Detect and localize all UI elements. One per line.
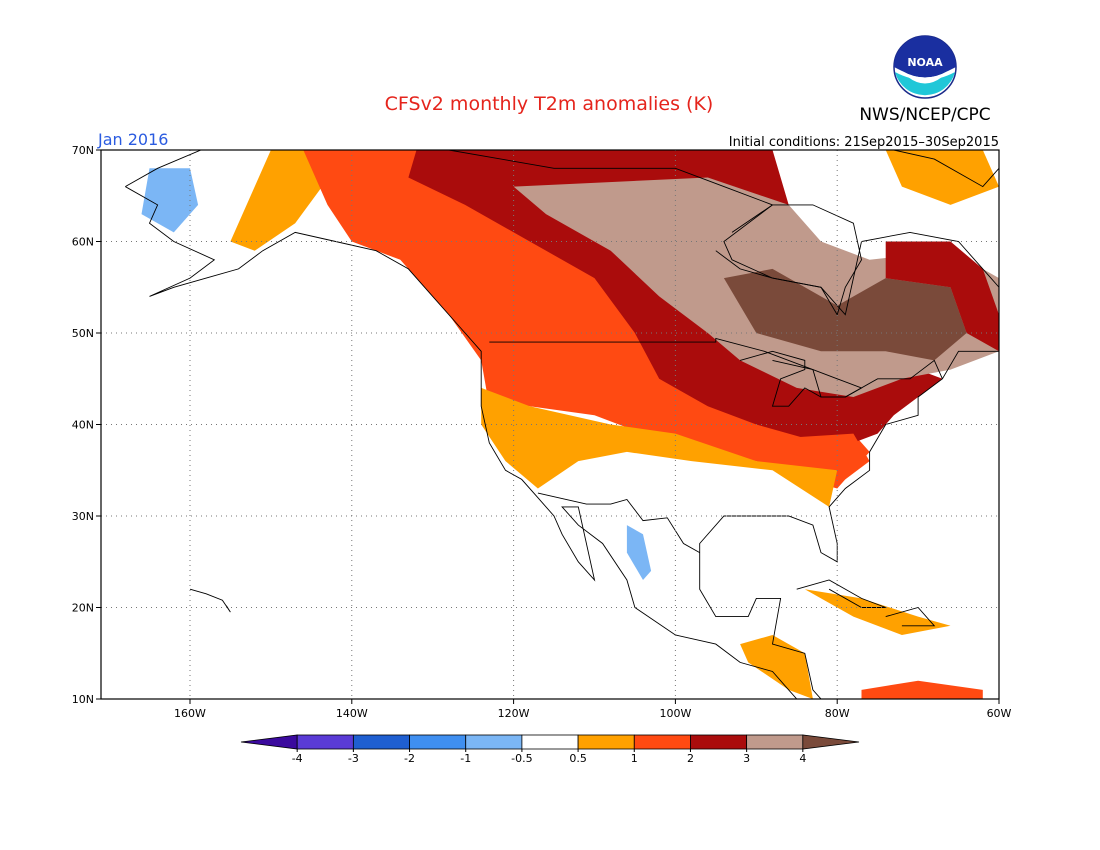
anomaly-region-alaska-interior-orange [230,150,336,251]
coastline-hispaniola [885,606,936,627]
lat-label: 20N [72,602,94,615]
colorbar-swatch [633,734,691,750]
lat-label: 40N [72,419,94,432]
colorbar-label: 4 [799,752,806,765]
colorbar-swatch [802,734,860,750]
lon-label: 60W [987,707,1012,720]
coastline-north-america-coast [125,150,999,699]
coastline-hawaii [189,588,231,613]
anomaly-region-south-america-red [861,680,983,699]
colorbar-swatch [521,734,579,750]
colorbar-swatch [577,734,635,750]
anomaly-region-alaska-blue [141,168,199,233]
colorbar-label: -3 [348,752,359,765]
colorbar-swatch [296,734,354,750]
lon-label: 120W [498,707,530,720]
colorbar-swatch [746,734,804,750]
colorbar-label: -2 [404,752,415,765]
colorbar-label: 2 [687,752,694,765]
colorbar-swatch [690,734,748,750]
map-panel: 70N 60N 50N 40N 30N 20N 10N 160W 140W 120W 100W 80W… [72,144,1012,720]
forecast-month: Jan 2016 [97,130,168,149]
colorbar-label: 1 [631,752,638,765]
anomaly-region-southeast-red [707,433,870,480]
anomaly-region-greenland-orange [885,150,999,205]
lat-label: 10N [72,693,94,706]
lat-label: 50N [72,327,94,340]
colorbar-label: -1 [460,752,471,765]
anomaly-region-caribbean-orange [804,589,951,635]
agency-label: NWS/NCEP/CPC [859,105,990,125]
lat-label: 70N [72,144,94,157]
coastline-hudson-bay-coast [715,204,862,316]
coastline-mexico-border [537,492,700,553]
colorbar-label: 0.5 [569,752,587,765]
lon-label: 100W [659,707,691,720]
coastline-great-lakes [739,350,863,407]
anomaly-region-labrador-darkred [885,241,999,352]
lon-label: 160W [174,707,206,720]
colorbar: -4 -3 -2 -1 -0.5 0.5 1 2 3 4 [240,734,860,765]
noaa-logo: NOAA [893,35,957,99]
anomaly-region-southwest-orange [481,387,838,507]
initial-conditions: Initial conditions: 21Sep2015–30Sep2015 [729,135,999,150]
colorbar-swatch [352,734,410,750]
lon-label: 140W [336,707,368,720]
figure-title: CFSv2 monthly T2m anomalies (K) [385,93,714,115]
anomaly-region-mexico-blue [626,525,652,580]
colorbar-label: -4 [292,752,303,765]
colorbar-swatch [465,734,523,750]
colorbar-label: -0.5 [511,752,532,765]
noaa-logo-text: NOAA [907,56,943,69]
anomaly-region-central-america-orange [740,635,813,699]
lat-label: 30N [72,510,94,523]
lon-label: 80W [825,707,850,720]
colorbar-label: 3 [743,752,750,765]
lat-label: 60N [72,236,94,249]
coastline-cuba [796,579,886,608]
colorbar-swatch [409,734,467,750]
coastline-state-borders-us-canada [489,337,943,398]
colorbar-swatch [240,734,298,750]
coastline-greenland-coast [893,150,999,188]
